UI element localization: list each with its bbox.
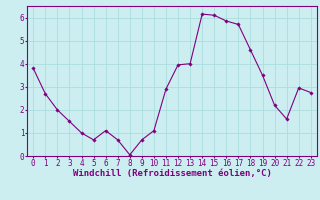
- X-axis label: Windchill (Refroidissement éolien,°C): Windchill (Refroidissement éolien,°C): [73, 169, 271, 178]
